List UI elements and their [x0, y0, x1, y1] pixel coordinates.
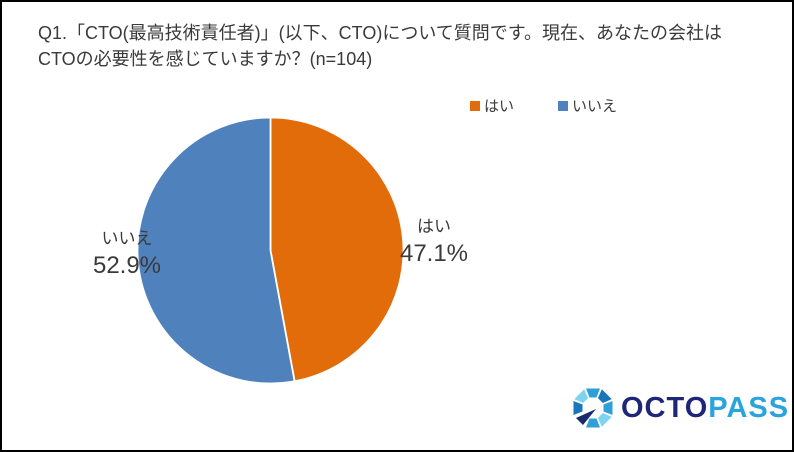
legend-label-no: いいえ	[572, 98, 618, 115]
question-title: Q1.「CTO(最高技術責任者)」(以下、CTO)について質問です。現在、あなた…	[38, 23, 722, 69]
octopass-logo-icon	[573, 388, 613, 428]
data-label-no: いいえ 52.9%	[84, 226, 170, 280]
pie-slice-yes	[269, 116, 405, 383]
chart-legend: はい いいえ	[470, 95, 617, 116]
logo-arrow	[576, 409, 596, 425]
legend-label-yes: はい	[484, 98, 515, 115]
octopass-logo-text: OCTOPASS	[621, 387, 789, 429]
logo-text-pass: PASS	[708, 392, 790, 424]
pie-chart	[136, 116, 405, 385]
legend-item-yes: はい	[470, 95, 514, 116]
legend-swatch-no	[558, 100, 569, 111]
data-label-no-value: 52.9%	[92, 252, 162, 279]
logo-text-octo: OCTO	[621, 392, 709, 424]
legend-item-no: いいえ	[558, 95, 617, 116]
octopass-logo: OCTOPASS	[572, 387, 789, 429]
data-label-yes-value: 47.1%	[399, 240, 469, 267]
data-label-no-name: いいえ	[101, 229, 153, 248]
legend-swatch-yes	[470, 100, 480, 111]
data-label-yes-name: はい	[417, 217, 451, 236]
data-label-yes: はい 47.1%	[392, 214, 476, 268]
pie-slice-no	[136, 116, 296, 385]
